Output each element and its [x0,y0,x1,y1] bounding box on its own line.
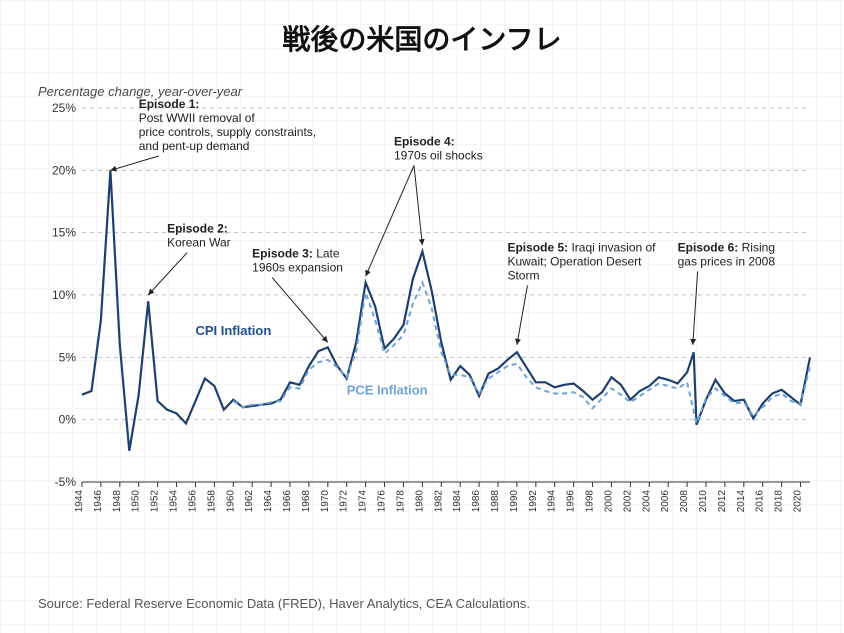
x-tick-label: 2016 [755,490,766,513]
pce-series-label: PCE Inflation [347,383,428,398]
y-tick-label: 5% [59,350,77,364]
annotation-arrow [366,165,414,276]
x-tick-label: 2020 [793,490,804,513]
x-tick-label: 2006 [660,490,671,513]
x-tick-label: 1996 [566,490,577,513]
cpi-series-label: CPI Inflation [195,323,271,338]
x-tick-label: 1980 [414,490,425,513]
x-tick-label: 2004 [641,490,652,513]
y-tick-label: 15% [52,226,76,240]
x-tick-label: 1968 [301,490,312,513]
x-tick-label: 2008 [679,490,690,513]
x-tick-label: 1992 [528,490,539,513]
x-tick-label: 1978 [395,490,406,513]
x-tick-label: 1958 [206,490,217,513]
annotation-3: Episode 3: Late1960s expansion [252,247,343,275]
annotation-6: Episode 6: Risinggas prices in 2008 [678,240,776,268]
x-tick-label: 1962 [244,490,255,513]
x-tick-label: 1948 [112,490,123,513]
x-tick-label: 1956 [187,490,198,513]
chart-title: 戦後の米国のインフレ [0,18,844,58]
x-tick-label: 1954 [169,490,180,513]
x-tick-label: 1966 [282,490,293,513]
y-tick-label: 25% [52,101,76,115]
x-tick-label: 1950 [131,490,142,513]
annotation-arrow [110,156,158,170]
annotation-1: Episode 1:Post WWII removal ofprice cont… [139,97,316,153]
inflation-chart: -5% 0% 5% 10% 15% 20% 25% 1944 1946 1948 1950 1952 1… [40,96,820,536]
annotation-arrow [272,278,328,343]
x-tick-label: 1964 [263,490,274,513]
annotation-arrow [414,165,422,245]
x-tick-label: 1988 [490,490,501,513]
annotation-5: Episode 5: Iraqi invasion ofKuwait; Oper… [507,240,656,282]
annotation-2: Episode 2:Korean War [167,222,231,250]
x-tick-label: 1970 [320,490,331,513]
y-tick-label: 20% [52,163,76,177]
annotation-arrow [517,285,528,345]
x-tick-label: 1944 [74,490,85,513]
annotation-arrow [148,253,187,295]
x-tick-label: 1982 [433,490,444,513]
annotation-arrow [693,271,698,345]
x-tick-label: 1984 [452,490,463,513]
source-footnote: Source: Federal Reserve Economic Data (F… [38,596,530,611]
x-tick-label: 1952 [150,490,161,513]
x-tick-label: 1986 [471,490,482,513]
x-tick-label: 2018 [774,490,785,513]
pce-line [233,283,810,424]
x-tick-label: 1998 [585,490,596,513]
annotation-4: Episode 4:1970s oil shocks [394,134,483,162]
x-tick-label: 1960 [225,490,236,513]
x-tick-label: 2002 [622,490,633,513]
x-tick-label: 2012 [717,490,728,513]
y-tick-label: 0% [59,413,77,427]
x-tick-label: 1976 [377,490,388,513]
x-tick-label: 1974 [358,490,369,513]
x-tick-label: 2000 [603,490,614,513]
x-tick-label: 1946 [93,490,104,513]
x-tick-label: 2010 [698,490,709,513]
cpi-line [82,170,810,451]
y-tick-label: 10% [52,288,76,302]
x-tick-label: 1990 [509,490,520,513]
x-tick-label: 2014 [736,490,747,513]
x-tick-label: 1994 [547,490,558,513]
y-tick-label: -5% [55,475,77,489]
x-tick-label: 1972 [339,490,350,513]
